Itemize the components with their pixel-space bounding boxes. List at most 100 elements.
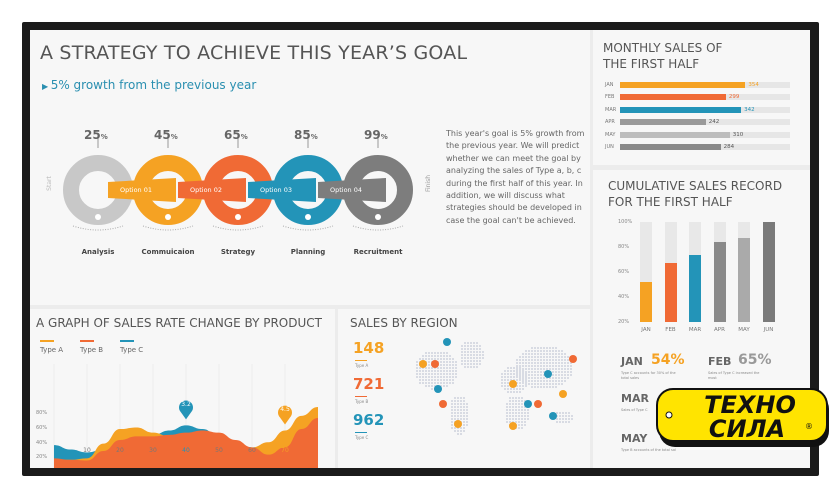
map-dot (463, 430, 465, 432)
location-pin-icon (439, 400, 447, 408)
map-dot (466, 409, 468, 411)
map-dot (546, 365, 548, 367)
map-dot (513, 370, 515, 372)
map-dot (521, 406, 523, 408)
map-dot (522, 388, 524, 390)
map-dot (452, 358, 454, 360)
map-dot (470, 351, 472, 353)
map-dot (460, 400, 462, 402)
map-dot (568, 421, 570, 423)
region-label: Type C (355, 435, 369, 440)
map-dot (519, 365, 521, 367)
map-dot (419, 370, 421, 372)
map-dot (443, 382, 445, 384)
map-dot (507, 376, 509, 378)
map-dot (518, 421, 520, 423)
map-dot (540, 362, 542, 364)
map-dot (527, 409, 529, 411)
map-dot (455, 367, 457, 369)
map-dot (467, 366, 469, 368)
map-dot (431, 376, 433, 378)
map-dot (562, 421, 564, 423)
map-dot (422, 358, 424, 360)
bar-value: 354 (748, 82, 759, 88)
map-dot (549, 368, 551, 370)
map-dot (425, 385, 427, 387)
map-dot (522, 356, 524, 358)
map-dot (422, 376, 424, 378)
map-dot (552, 371, 554, 373)
map-dot (482, 351, 484, 353)
map-dot (451, 421, 453, 423)
map-dot (512, 409, 514, 411)
map-dot (558, 356, 560, 358)
map-dot (567, 374, 569, 376)
map-dot (524, 418, 526, 420)
map-dot (461, 345, 463, 347)
map-dot (457, 430, 459, 432)
map-dot (463, 403, 465, 405)
map-dot (524, 415, 526, 417)
map-dot (567, 371, 569, 373)
map-dot (473, 351, 475, 353)
percent-unit: % (240, 133, 248, 141)
location-pin-icon (524, 400, 532, 408)
map-dot (555, 365, 557, 367)
bar-jan (640, 282, 652, 322)
map-dot (558, 371, 560, 373)
map-dot (425, 373, 427, 375)
bar-value: 310 (732, 131, 744, 138)
map-dot (446, 355, 448, 357)
map-dot (522, 380, 524, 382)
map-dot (516, 359, 518, 361)
map-dot (561, 377, 563, 379)
map-dot (479, 348, 481, 350)
map-dot (516, 388, 518, 390)
region-label: Type A (355, 363, 369, 368)
bar-mar (620, 106, 742, 113)
map-dot (537, 383, 539, 385)
y-tick: 80% (618, 244, 630, 250)
map-dot (564, 368, 566, 370)
map-dot (567, 377, 569, 379)
map-dot (552, 374, 554, 376)
map-dot (504, 370, 506, 372)
map-dot (454, 406, 456, 408)
map-dot (528, 368, 530, 370)
map-dot (513, 367, 515, 369)
area-chart (53, 364, 318, 468)
map-dot (522, 362, 524, 364)
map-dot (457, 397, 459, 399)
map-dot (428, 358, 430, 360)
map-dot (461, 357, 463, 359)
map-dot (552, 377, 554, 379)
map-dot (524, 409, 526, 411)
map-dot (521, 424, 523, 426)
map-dot (454, 427, 456, 429)
map-dot (449, 355, 451, 357)
map-dot (518, 418, 520, 420)
map-dot (464, 363, 466, 365)
map-dot (567, 356, 569, 358)
map-dot (470, 345, 472, 347)
map-dot (564, 356, 566, 358)
map-dot (512, 415, 514, 417)
map-dot (558, 350, 560, 352)
map-dot (512, 406, 514, 408)
map-dot (516, 385, 518, 387)
map-dot (537, 353, 539, 355)
map-dot (558, 368, 560, 370)
map-dot (534, 356, 536, 358)
bar-value: 299 (728, 94, 740, 101)
map-dot (449, 370, 451, 372)
map-dot (434, 376, 436, 378)
map-dot (467, 363, 469, 365)
map-dot (543, 371, 545, 373)
money-bag-icon (95, 214, 101, 220)
map-dot (525, 362, 527, 364)
map-dot (552, 350, 554, 352)
map-dot (540, 383, 542, 385)
map-dot (571, 418, 573, 420)
map-dot (451, 418, 453, 420)
map-dot (549, 365, 551, 367)
